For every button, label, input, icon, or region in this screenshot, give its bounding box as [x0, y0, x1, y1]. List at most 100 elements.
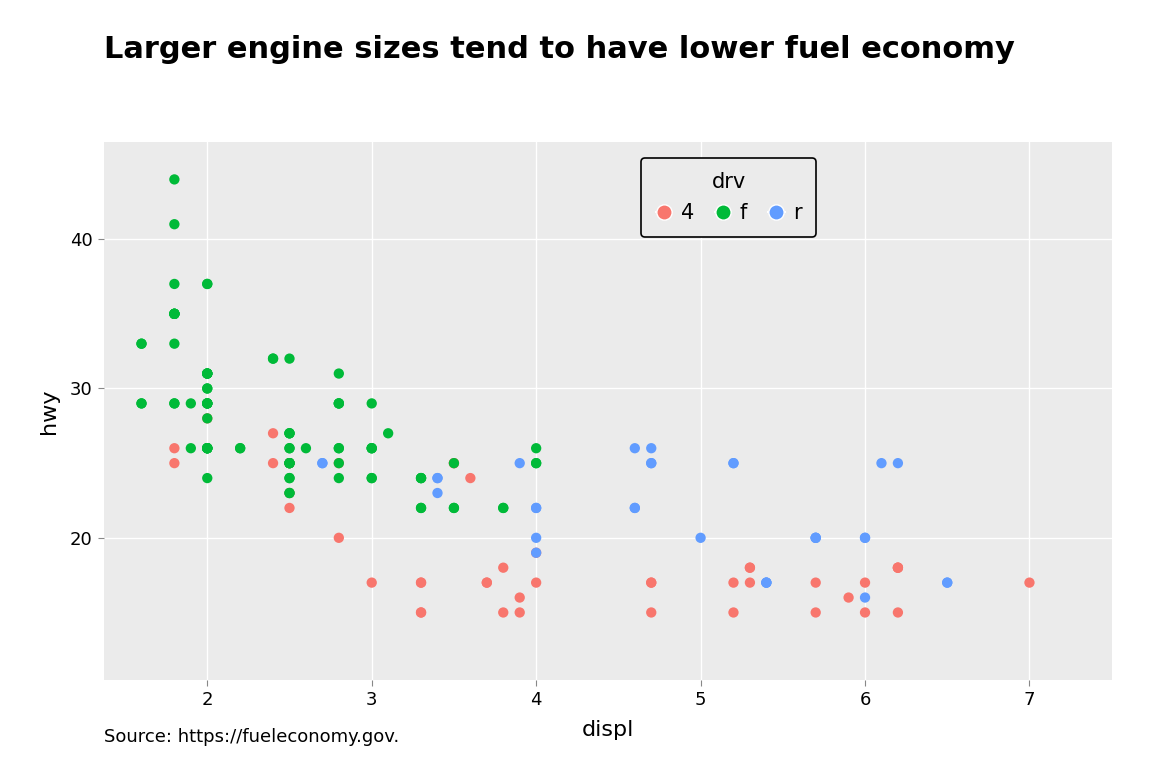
Point	[526, 502, 545, 514]
Point	[165, 442, 183, 455]
Point	[725, 577, 743, 589]
Point	[329, 472, 348, 485]
Legend: 4, f, r: 4, f, r	[642, 158, 816, 237]
Point	[938, 577, 956, 589]
Point	[198, 397, 217, 409]
Point	[691, 531, 710, 544]
Point	[363, 397, 381, 409]
Point	[872, 457, 890, 469]
Point	[806, 607, 825, 619]
Point	[806, 531, 825, 544]
Point	[198, 382, 217, 395]
Point	[313, 457, 332, 469]
Point	[856, 531, 874, 544]
Point	[329, 442, 348, 455]
Point	[642, 442, 660, 455]
Point	[938, 577, 956, 589]
Point	[132, 397, 151, 409]
Point	[280, 457, 298, 469]
Point	[280, 457, 298, 469]
Point	[741, 577, 759, 589]
Point	[510, 591, 529, 604]
Point	[280, 457, 298, 469]
Point	[411, 607, 430, 619]
Point	[379, 427, 397, 439]
Point	[757, 577, 775, 589]
Point	[888, 561, 907, 574]
Point	[856, 591, 874, 604]
Point	[280, 472, 298, 485]
Point	[165, 278, 183, 290]
Point	[132, 338, 151, 350]
Point	[411, 472, 430, 485]
Point	[757, 577, 775, 589]
Point	[280, 457, 298, 469]
Point	[363, 442, 381, 455]
Point	[198, 442, 217, 455]
Point	[198, 442, 217, 455]
Point	[198, 442, 217, 455]
Point	[725, 607, 743, 619]
Point	[526, 457, 545, 469]
Point	[198, 397, 217, 409]
Point	[280, 353, 298, 365]
Point	[198, 367, 217, 379]
Point	[411, 577, 430, 589]
Point	[165, 308, 183, 320]
Point	[741, 561, 759, 574]
Point	[329, 397, 348, 409]
Point	[198, 397, 217, 409]
Point	[510, 607, 529, 619]
Point	[280, 487, 298, 499]
Text: Larger engine sizes tend to have lower fuel economy: Larger engine sizes tend to have lower f…	[104, 35, 1015, 64]
Point	[1021, 577, 1039, 589]
Point	[165, 338, 183, 350]
Point	[264, 353, 282, 365]
Point	[411, 577, 430, 589]
Point	[806, 531, 825, 544]
Point	[198, 442, 217, 455]
Point	[297, 442, 316, 455]
Point	[280, 442, 298, 455]
Point	[198, 278, 217, 290]
Point	[165, 308, 183, 320]
Point	[526, 531, 545, 544]
Point	[526, 502, 545, 514]
Point	[280, 487, 298, 499]
Point	[280, 427, 298, 439]
Point	[411, 502, 430, 514]
Point	[280, 457, 298, 469]
Point	[198, 472, 217, 485]
Point	[526, 442, 545, 455]
Point	[329, 442, 348, 455]
Point	[165, 218, 183, 230]
Point	[198, 278, 217, 290]
Point	[264, 353, 282, 365]
Point	[198, 442, 217, 455]
Point	[429, 472, 447, 485]
Point	[182, 397, 200, 409]
Point	[280, 502, 298, 514]
Point	[642, 457, 660, 469]
Point	[429, 472, 447, 485]
Point	[182, 442, 200, 455]
Point	[329, 367, 348, 379]
Point	[280, 427, 298, 439]
Point	[411, 472, 430, 485]
Point	[165, 308, 183, 320]
Point	[725, 457, 743, 469]
Point	[280, 457, 298, 469]
Point	[264, 457, 282, 469]
Point	[840, 591, 858, 604]
Point	[642, 457, 660, 469]
Point	[411, 607, 430, 619]
Point	[494, 502, 513, 514]
Point	[165, 397, 183, 409]
Point	[494, 607, 513, 619]
Point	[478, 577, 497, 589]
Point	[363, 472, 381, 485]
Point	[888, 457, 907, 469]
Point	[626, 502, 644, 514]
Point	[494, 502, 513, 514]
Point	[626, 502, 644, 514]
